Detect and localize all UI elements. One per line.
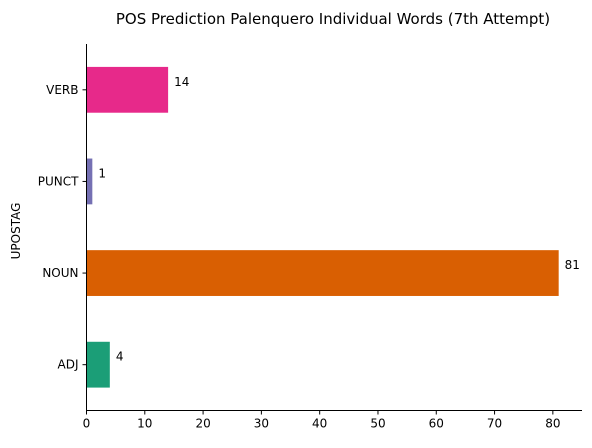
data-label-noun: 81 — [565, 258, 580, 272]
data-label-punct: 1 — [98, 166, 106, 180]
x-tick-label-50: 50 — [370, 417, 385, 431]
y-tick-label-punct: PUNCT — [38, 174, 79, 188]
x-ticks: 0 10 20 30 40 50 60 70 80 — [83, 410, 560, 431]
y-axis-label: UPOSTAG — [9, 203, 23, 260]
axes-layer — [86, 44, 582, 411]
x-tick-label-0: 0 — [83, 417, 91, 431]
y-tick-label-verb: VERB — [46, 83, 78, 97]
x-tick-label-40: 40 — [312, 417, 327, 431]
chart-title: POS Prediction Palenquero Individual Wor… — [116, 10, 550, 28]
x-tick-label-10: 10 — [137, 417, 152, 431]
x-tick-label-30: 30 — [254, 417, 269, 431]
data-labels: 4 81 1 14 — [98, 75, 580, 364]
x-tick-label-60: 60 — [429, 417, 444, 431]
y-tick-label-adj: ADJ — [58, 358, 79, 372]
y-ticks: ADJ NOUN PUNCT VERB — [38, 83, 87, 372]
x-tick-label-20: 20 — [195, 417, 210, 431]
bar-verb — [86, 66, 169, 113]
data-label-adj: 4 — [116, 350, 124, 364]
bars-layer — [86, 66, 559, 388]
bar-punct — [86, 158, 93, 205]
x-tick-label-80: 80 — [545, 417, 560, 431]
y-tick-label-noun: NOUN — [42, 266, 78, 280]
bar-adj — [86, 341, 110, 388]
bar-noun — [86, 250, 559, 296]
data-label-verb: 14 — [174, 75, 189, 89]
x-tick-label-70: 70 — [487, 417, 502, 431]
